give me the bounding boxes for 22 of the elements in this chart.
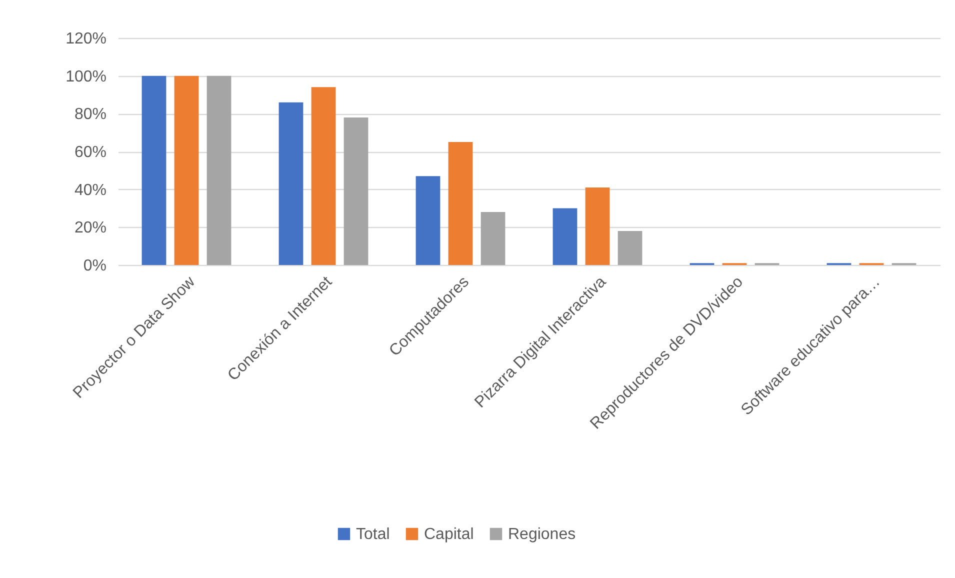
bar — [344, 117, 368, 265]
y-tick-label: 100% — [66, 68, 106, 86]
y-tick-label: 0% — [83, 258, 106, 274]
bar — [618, 230, 642, 265]
y-tick-label: 40% — [74, 182, 106, 199]
y-tick-label: 20% — [74, 220, 106, 237]
bar — [416, 176, 440, 265]
bar — [480, 212, 506, 265]
y-tick-label: 120% — [66, 30, 106, 48]
legend-label: Regiones — [508, 526, 576, 543]
y-tick-label: 60% — [74, 144, 106, 161]
bar — [174, 76, 199, 265]
bar — [585, 187, 610, 265]
bar — [278, 102, 304, 265]
bar — [206, 76, 232, 265]
y-tick-label: 80% — [74, 106, 106, 124]
legend-label: Total — [356, 526, 390, 543]
legend-label: Capital — [424, 526, 474, 543]
bar — [448, 142, 473, 265]
bar — [142, 76, 166, 265]
bar — [552, 208, 578, 265]
bar — [311, 87, 336, 265]
